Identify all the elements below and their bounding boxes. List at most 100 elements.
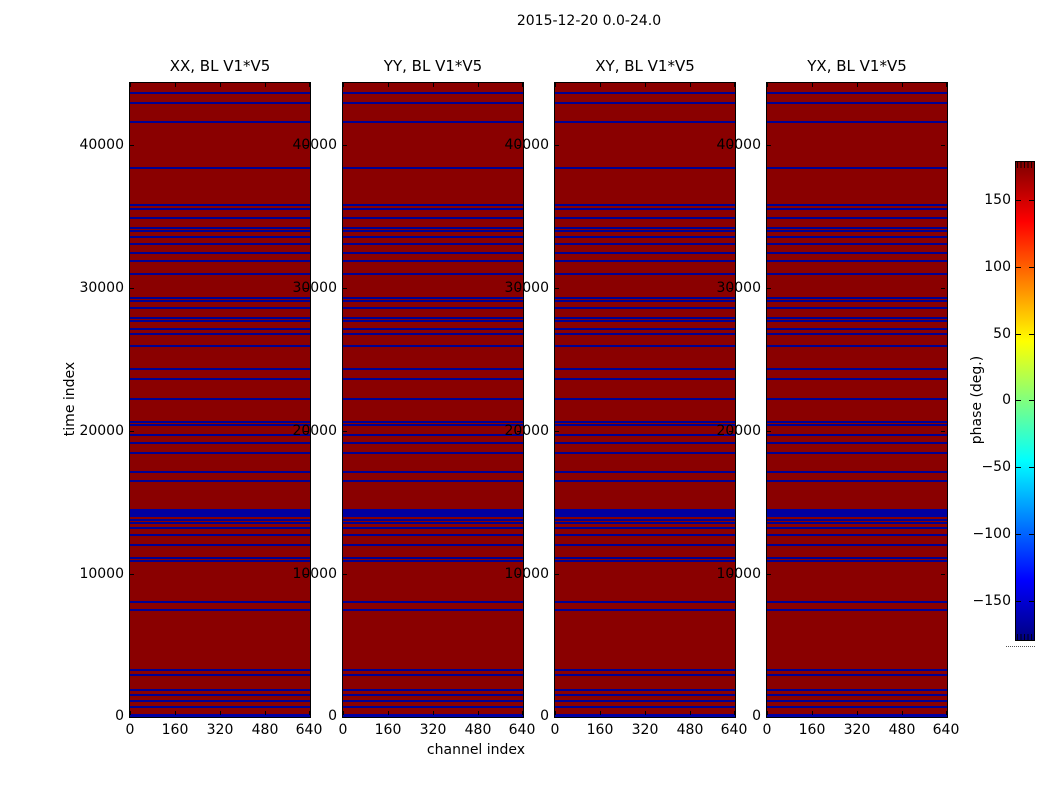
x-tick-label: 480 xyxy=(676,722,704,738)
flagged-row-line xyxy=(767,344,947,347)
flagged-row-line xyxy=(130,420,310,423)
flagged-row-line xyxy=(130,242,310,245)
flagged-row-line xyxy=(555,296,735,299)
flagged-row-line xyxy=(130,120,310,123)
y-tick-label: 30000 xyxy=(79,279,124,296)
flagged-row-line xyxy=(767,519,947,522)
flagged-row-band xyxy=(555,714,735,717)
y-tick-mark xyxy=(343,144,347,146)
flagged-row-line xyxy=(130,674,310,677)
y-tick-mark xyxy=(555,144,559,146)
flagged-row-line xyxy=(130,296,310,299)
x-tick-mark xyxy=(645,711,646,715)
flagged-row-line xyxy=(555,471,735,474)
x-tick-label: 160 xyxy=(374,722,402,738)
flagged-row-line xyxy=(555,560,735,563)
colorbar xyxy=(1015,161,1035,641)
flagged-row-line xyxy=(555,397,735,400)
colorbar-tick-mark xyxy=(1029,600,1034,602)
colorbar-tick-label: −150 xyxy=(972,592,1011,609)
flagged-row-line xyxy=(555,544,735,547)
flagged-row-line xyxy=(343,706,523,708)
x-tick-mark xyxy=(902,711,903,715)
flagged-row-line xyxy=(130,344,310,347)
flagged-row-band xyxy=(767,714,947,717)
flagged-row-line xyxy=(767,544,947,547)
flagged-row-line xyxy=(130,207,310,210)
flagged-row-line xyxy=(555,92,735,94)
flagged-row-band xyxy=(343,509,523,517)
colorbar-tick-mark xyxy=(1029,199,1034,201)
flagged-row-line xyxy=(130,204,310,207)
y-tick-label: 10000 xyxy=(504,565,549,582)
y-tick-mark xyxy=(729,573,733,575)
x-tick-label: 0 xyxy=(762,722,772,738)
flagged-row-line xyxy=(130,216,310,219)
x-tick-mark xyxy=(522,711,523,715)
flagged-row-line xyxy=(343,557,523,560)
colorbar-tick-label: 50 xyxy=(993,325,1011,342)
flagged-row-line xyxy=(130,272,310,275)
flagged-row-line xyxy=(130,519,310,522)
flagged-row-line xyxy=(130,166,310,169)
flagged-row-line xyxy=(130,367,310,370)
flagged-row-line xyxy=(555,120,735,123)
flagged-row-line xyxy=(343,319,523,322)
flagged-row-line xyxy=(130,527,310,530)
x-tick-mark xyxy=(265,711,266,715)
colorbar-tick-mark xyxy=(1029,333,1034,335)
flagged-row-line xyxy=(130,700,310,702)
flagged-row-line xyxy=(555,229,735,232)
figure-title: 2015-12-20 0.0-24.0 xyxy=(516,13,662,29)
flagged-row-line xyxy=(767,441,947,444)
x-tick-mark xyxy=(812,711,813,715)
x-tick-mark xyxy=(478,711,479,715)
flagged-row-line xyxy=(555,344,735,347)
y-tick-mark xyxy=(517,287,521,289)
flagged-row-line xyxy=(343,272,523,275)
flagged-row-line xyxy=(767,204,947,207)
x-tick-mark xyxy=(309,711,310,715)
x-tick-label: 480 xyxy=(251,722,279,738)
flagged-row-line xyxy=(767,216,947,219)
y-tick-label: 20000 xyxy=(292,422,337,439)
flagged-row-line xyxy=(130,229,310,232)
panel-title-xy: XY, BL V1*V5 xyxy=(595,57,695,75)
colorbar-tick-mark xyxy=(1016,266,1021,268)
flagged-row-line xyxy=(343,694,523,697)
colorbar-tick-mark xyxy=(1029,534,1034,535)
y-tick-mark xyxy=(729,144,733,146)
flagged-row-band xyxy=(767,509,947,517)
flagged-row-line xyxy=(130,251,310,254)
y-tick-mark xyxy=(304,287,308,289)
y-axis-label: time index xyxy=(62,361,78,437)
x-tick-mark xyxy=(130,83,131,87)
y-tick-mark xyxy=(343,287,347,289)
y-tick-mark xyxy=(130,287,134,289)
y-tick-mark xyxy=(729,287,733,289)
flagged-row-line xyxy=(130,480,310,483)
y-tick-mark xyxy=(941,287,945,289)
flagged-row-line xyxy=(343,471,523,474)
flagged-row-line xyxy=(130,609,310,612)
flagged-row-line xyxy=(343,327,523,330)
flagged-row-line xyxy=(343,519,523,522)
y-tick-label: 40000 xyxy=(504,136,549,153)
colorbar-tick-mark xyxy=(1016,467,1021,469)
flagged-row-line xyxy=(767,522,947,525)
x-tick-mark xyxy=(600,711,601,715)
flagged-row-line xyxy=(555,557,735,560)
y-tick-label: 40000 xyxy=(292,136,337,153)
flagged-row-line xyxy=(130,544,310,547)
flagged-row-line xyxy=(343,229,523,232)
y-tick-label: 40000 xyxy=(716,136,761,153)
flagged-row-line xyxy=(767,560,947,563)
flagged-row-band xyxy=(130,714,310,717)
flagged-row-line xyxy=(767,235,947,238)
flagged-row-line xyxy=(555,327,735,330)
flagged-row-line xyxy=(767,694,947,697)
flagged-row-line xyxy=(130,92,310,94)
panel-title-yx: YX, BL V1*V5 xyxy=(807,57,907,75)
colorbar-minor-dots-icon xyxy=(1006,646,1035,647)
